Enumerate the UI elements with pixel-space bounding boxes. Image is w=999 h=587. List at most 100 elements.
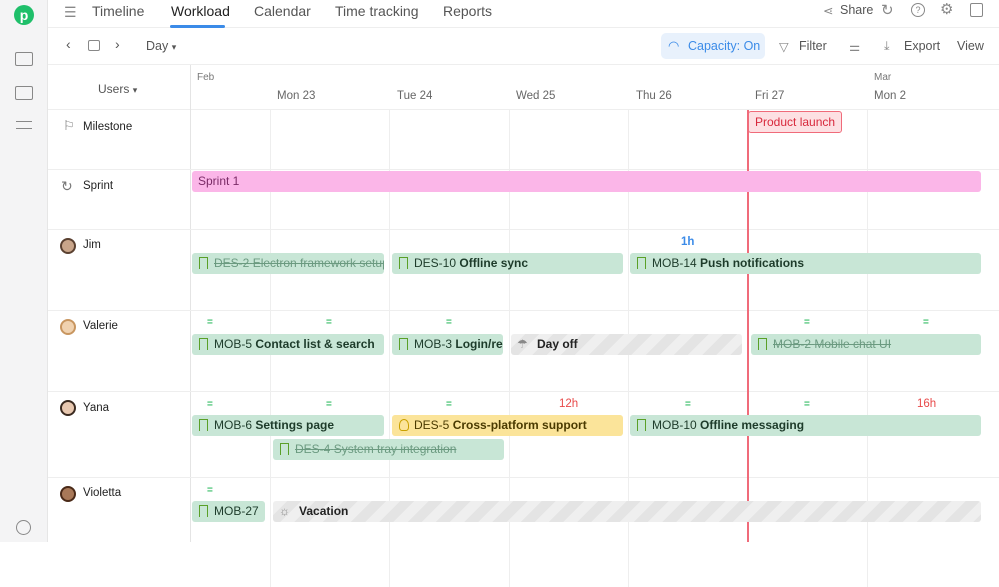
filter-list-icon[interactable] <box>16 121 32 129</box>
day-label: Tue 24 <box>397 90 433 102</box>
bookmark-icon <box>399 257 408 269</box>
tab-time-tracking[interactable]: Time tracking <box>335 3 419 19</box>
refresh-icon[interactable]: ↻ <box>881 2 894 19</box>
bookmark-icon <box>199 257 208 269</box>
bookmark-icon <box>280 443 289 455</box>
user-jim[interactable]: Jim <box>83 239 101 251</box>
left-rail: p <box>0 0 48 542</box>
filter-icon[interactable]: ▽ <box>779 40 789 54</box>
sliders-icon[interactable]: ⚌ <box>849 40 861 54</box>
tab-timeline[interactable]: Timeline <box>92 3 145 19</box>
row-label-sprint: Sprint <box>83 180 114 192</box>
row-divider <box>48 229 999 230</box>
bookmark-icon <box>637 419 646 431</box>
task-bar[interactable]: DES-5 Cross-platform support <box>392 415 623 436</box>
tab-reports[interactable]: Reports <box>443 3 493 19</box>
task-bar[interactable]: MOB-27 <box>192 501 265 522</box>
task-bar[interactable]: MOB-3 Login/registration <box>392 334 503 355</box>
board-icon[interactable] <box>15 86 33 100</box>
day-label: Wed 25 <box>516 90 556 102</box>
scale-select[interactable]: Day ▾ <box>146 39 176 53</box>
capacity-label: Capacity: On <box>688 39 761 53</box>
task-bar[interactable]: MOB-2 Mobile chat UI <box>751 334 981 355</box>
task-bar[interactable]: DES-4 System tray integration <box>273 439 504 460</box>
task-bar[interactable]: MOB-10 Offline messaging <box>630 415 981 436</box>
day-label: Mon 23 <box>277 90 316 102</box>
bookmark-icon <box>637 257 646 269</box>
user-yana[interactable]: Yana <box>83 402 110 414</box>
folder-icon[interactable] <box>15 52 33 66</box>
users-group-select[interactable]: Users ▾ <box>98 82 137 96</box>
capacity-indicator: 1h <box>681 236 695 248</box>
panel-toggle-icon[interactable] <box>970 3 983 17</box>
day-line <box>389 110 390 587</box>
user-valerie[interactable]: Valerie <box>83 320 118 332</box>
task-bar[interactable]: DES-10 Offline sync <box>392 253 623 274</box>
download-icon[interactable]: ⤓ <box>884 39 890 53</box>
capacity-indicator: = <box>326 317 332 328</box>
row-label-milestone: Milestone <box>83 121 133 133</box>
bookmark-icon <box>758 338 767 350</box>
avatar <box>60 319 76 335</box>
menu-icon[interactable]: ☰ <box>64 4 77 20</box>
sprint-bar[interactable]: Sprint 1 <box>192 171 981 192</box>
today-line <box>747 110 749 542</box>
bookmark-icon <box>399 338 408 350</box>
overload-indicator: 12h <box>559 398 579 410</box>
row-divider <box>48 477 999 478</box>
help-icon[interactable]: ? <box>911 3 925 17</box>
prev-arrow-icon[interactable]: ‹ <box>66 36 71 52</box>
task-bar[interactable]: MOB-5 Contact list & search <box>192 334 384 355</box>
capacity-indicator: = <box>446 399 452 410</box>
toolbar <box>48 29 999 65</box>
capacity-toggle[interactable]: ◠ Capacity: On <box>661 33 765 59</box>
lightbulb-icon <box>399 419 409 431</box>
umbrella-icon: ☂ <box>517 337 528 351</box>
grid-header <box>48 65 999 110</box>
chevron-down-icon: ▾ <box>171 42 177 52</box>
flag-icon: ⚐ <box>63 118 75 133</box>
view-button[interactable]: View <box>957 39 984 53</box>
avatar <box>60 400 76 416</box>
avatar <box>60 238 76 254</box>
tab-workload[interactable]: Workload <box>171 3 230 19</box>
gauge-icon: ◠ <box>668 38 680 53</box>
capacity-indicator: = <box>207 485 213 496</box>
capacity-indicator: = <box>207 317 213 328</box>
bookmark-icon <box>199 505 208 517</box>
app-logo[interactable]: p <box>14 5 34 25</box>
capacity-indicator: = <box>804 399 810 410</box>
capacity-indicator: = <box>685 399 691 410</box>
milestone-product-launch[interactable]: Product launch <box>748 111 843 133</box>
tab-calendar[interactable]: Calendar <box>254 3 311 19</box>
day-label: Fri 27 <box>755 90 785 102</box>
scale-value: Day <box>146 39 169 53</box>
task-bar[interactable]: DES-2 Electron framework setup <box>192 253 384 274</box>
user-violetta[interactable]: Violetta <box>83 487 122 499</box>
settings-icon[interactable]: ⚙ <box>940 1 954 18</box>
sprint-icon: ↻ <box>61 178 73 194</box>
chat-icon[interactable] <box>16 520 31 535</box>
month-label: Mar <box>874 72 892 83</box>
day-label: Mon 2 <box>874 90 906 102</box>
share-button[interactable]: Share <box>840 3 874 17</box>
capacity-indicator: = <box>923 317 929 328</box>
active-tab-indicator <box>170 25 225 28</box>
capacity-indicator: = <box>326 399 332 410</box>
task-bar[interactable]: MOB-14 Push notifications <box>630 253 981 274</box>
day-off-bar[interactable]: ☂ Day off <box>511 334 742 355</box>
task-bar[interactable]: MOB-6 Settings page <box>192 415 384 436</box>
top-tabs <box>48 0 999 28</box>
vacation-bar[interactable]: ☼ Vacation <box>273 501 981 522</box>
next-arrow-icon[interactable]: › <box>115 36 120 52</box>
row-divider <box>48 169 999 170</box>
grid-divider <box>190 65 191 542</box>
calendar-icon[interactable] <box>88 40 100 51</box>
filter-button[interactable]: Filter <box>799 39 827 53</box>
capacity-indicator: = <box>207 399 213 410</box>
row-divider <box>48 391 999 392</box>
export-button[interactable]: Export <box>904 39 941 53</box>
month-label: Feb <box>197 72 215 83</box>
day-line <box>509 110 510 587</box>
row-divider <box>48 310 999 311</box>
